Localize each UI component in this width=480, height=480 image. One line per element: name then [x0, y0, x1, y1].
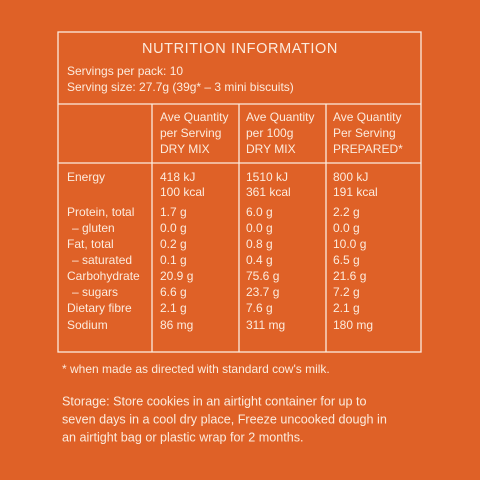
row-label: Energy	[67, 170, 105, 184]
cell-value: 6.6 g	[160, 285, 187, 299]
cell-value: 0.0 g	[246, 221, 273, 235]
column-header: per 100g	[246, 126, 293, 140]
column-header: DRY MIX	[160, 142, 210, 156]
cell-value: 800 kJ	[333, 170, 368, 184]
cell-value: 100 kcal	[160, 185, 205, 199]
row-label: Carbohydrate	[67, 269, 140, 283]
storage-text: Storage: Store cookies in an airtight co…	[62, 394, 367, 408]
cell-value: 75.6 g	[246, 269, 279, 283]
column-header: Ave Quantity	[246, 110, 314, 124]
row-label: – saturated	[72, 253, 132, 267]
cell-value: 6.0 g	[246, 205, 273, 219]
row-label: – sugars	[72, 285, 118, 299]
column-header: Ave Quantity	[333, 110, 401, 124]
cell-value: 311 mg	[246, 318, 285, 332]
cell-value: 0.2 g	[160, 237, 187, 251]
row-label: Fat, total	[67, 237, 114, 251]
row-label: Protein, total	[67, 205, 134, 219]
cell-value: 361 kcal	[246, 185, 291, 199]
cell-value: 0.0 g	[160, 221, 187, 235]
cell-value: 180 mg	[333, 318, 373, 332]
cell-value: 6.5 g	[333, 253, 360, 267]
row-label: Sodium	[67, 318, 108, 332]
footnote: * when made as directed with standard co…	[62, 362, 330, 376]
cell-value: 418 kJ	[160, 170, 195, 184]
title: NUTRITION INFORMATION	[142, 41, 338, 57]
cell-value: 7.6 g	[246, 301, 273, 315]
cell-value: 23.7 g	[246, 285, 279, 299]
serving-size: Serving size: 27.7g (39g* – 3 mini biscu…	[67, 80, 294, 94]
column-header: per Serving	[160, 126, 221, 140]
storage-text: an airtight bag or plastic wrap for 2 mo…	[62, 430, 304, 444]
cell-value: 0.4 g	[246, 253, 273, 267]
cell-value: 2.2 g	[333, 205, 360, 219]
cell-value: 1.7 g	[160, 205, 187, 219]
row-label: Dietary fibre	[67, 301, 132, 315]
row-label: – gluten	[72, 221, 115, 235]
cell-value: 20.9 g	[160, 269, 193, 283]
cell-value: 2.1 g	[160, 301, 187, 315]
cell-value: 7.2 g	[333, 285, 360, 299]
servings: Servings per pack: 10	[67, 64, 183, 78]
column-header: Per Serving	[333, 126, 396, 140]
column-header: DRY MIX	[246, 142, 296, 156]
cell-value: 2.1 g	[333, 301, 360, 315]
cell-value: 0.0 g	[333, 221, 360, 235]
cell-value: 10.0 g	[333, 237, 366, 251]
cell-value: 0.1 g	[160, 253, 187, 267]
storage-text: seven days in a cool dry place, Freeze u…	[62, 412, 387, 426]
cell-value: 0.8 g	[246, 237, 273, 251]
cell-value: 86 mg	[160, 318, 193, 332]
cell-value: 21.6 g	[333, 269, 366, 283]
cell-value: 1510 kJ	[246, 170, 288, 184]
cell-value: 191 kcal	[333, 185, 378, 199]
column-header: PREPARED*	[333, 142, 403, 156]
column-header: Ave Quantity	[160, 110, 228, 124]
